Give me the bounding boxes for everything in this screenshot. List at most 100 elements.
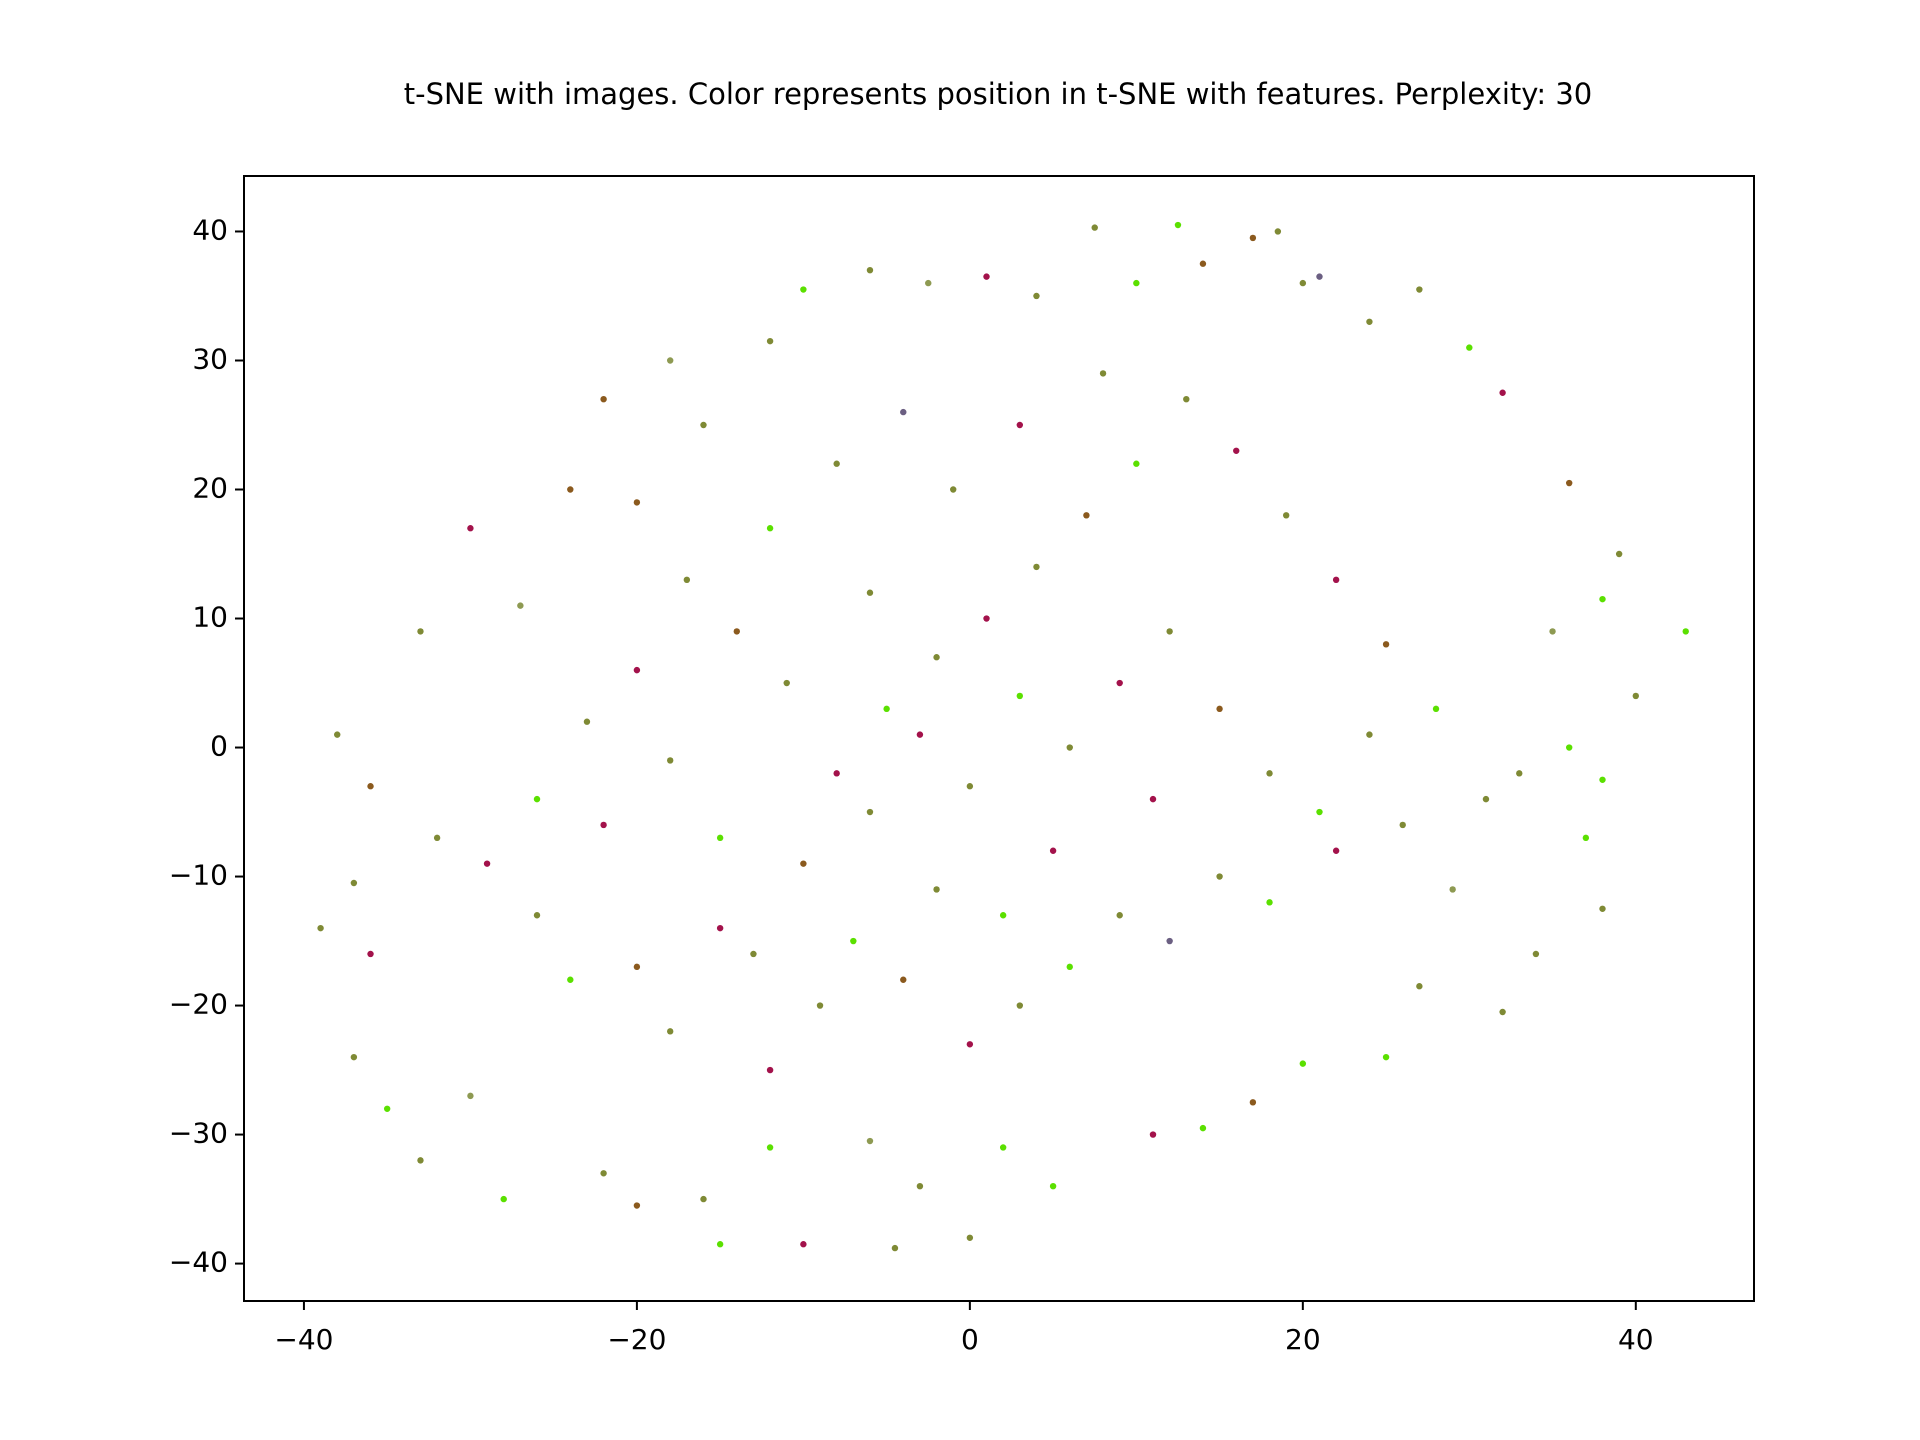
point [533,795,541,803]
point [716,924,724,932]
point [1599,595,1606,603]
point [1116,679,1123,687]
point [1532,950,1540,958]
point [1016,421,1024,429]
point [900,976,907,983]
point [633,499,641,506]
point [1299,279,1307,287]
point [883,705,890,713]
point [1416,286,1423,293]
point [600,395,607,403]
point [966,1234,974,1241]
point [483,860,491,867]
point [1316,808,1323,816]
point [633,1202,641,1209]
y-tick-label: 10 [192,601,228,634]
y-tick-label: 0 [210,730,228,763]
point [766,525,774,532]
y-tick-label: −10 [169,859,228,892]
point [800,286,807,293]
point [600,821,607,829]
point [933,654,940,661]
point [1582,834,1590,842]
point [983,273,990,280]
point [1499,1008,1506,1016]
point [1174,221,1182,229]
point [925,279,932,287]
point [700,421,707,429]
point [417,628,424,635]
point [716,1241,724,1248]
point [1599,905,1606,912]
point [1274,228,1282,235]
point [833,460,840,467]
point [1183,395,1190,403]
point [891,1244,899,1252]
point [816,1002,824,1009]
point [1566,479,1573,487]
point [317,924,324,932]
point [334,731,341,738]
point [800,1241,807,1248]
point [1166,628,1173,635]
chart-title: t-SNE with images. Color represents posi… [404,77,1592,111]
point [633,963,641,971]
point [1599,776,1606,783]
point [850,937,857,945]
point [1332,847,1340,854]
point [783,679,790,687]
point [666,1028,674,1035]
point [833,770,840,777]
points [317,221,1689,1252]
x-tick-label: −20 [607,1323,666,1356]
point [500,1195,507,1203]
point [866,808,874,816]
point [1416,983,1423,990]
point [666,357,674,364]
x-tick-label: 40 [1618,1323,1654,1356]
point [1266,770,1273,777]
point [1399,821,1406,829]
x-tick-label: 0 [961,1323,979,1356]
point [383,1105,391,1112]
point [1632,692,1639,700]
point [350,879,358,887]
plot-frame [243,175,1755,1302]
point [433,834,441,842]
y-tick-label: 20 [192,472,228,505]
point [866,1137,874,1145]
point [1332,576,1340,584]
point [567,976,574,983]
point [1249,234,1257,242]
point [1216,873,1223,880]
point [866,589,874,596]
y-tick-label: −30 [169,1117,228,1150]
point [683,576,691,584]
point [1316,273,1323,280]
point [467,1092,474,1100]
point [583,718,591,725]
point [1133,279,1140,287]
point [517,602,524,609]
point [567,486,574,493]
point [1366,731,1373,738]
point [367,950,374,958]
point [1083,512,1090,519]
point [1099,370,1107,377]
point [1216,705,1223,713]
point [916,731,924,738]
point [1091,224,1098,231]
point [950,486,957,493]
point [1482,795,1490,803]
point [1133,460,1140,467]
point [367,783,374,790]
point [766,1066,774,1074]
point [1233,447,1240,454]
point [966,783,974,790]
point [766,1144,774,1151]
y-tick-label: −20 [169,988,228,1021]
point [1066,744,1073,751]
